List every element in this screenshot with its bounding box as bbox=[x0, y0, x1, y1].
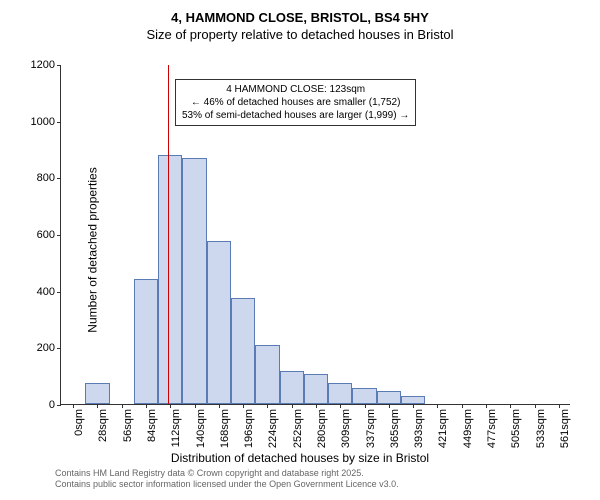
annotation-line: 4 HAMMOND CLOSE: 123sqm bbox=[182, 83, 409, 96]
x-tick-label: 140sqm bbox=[195, 404, 207, 448]
x-tick-mark bbox=[146, 404, 147, 408]
x-tick-mark bbox=[97, 404, 98, 408]
chart-container: 4, HAMMOND CLOSE, BRISTOL, BS4 5HY Size … bbox=[0, 10, 600, 490]
y-tick-mark bbox=[57, 348, 61, 349]
histogram-bar bbox=[401, 396, 425, 405]
footnote: Contains HM Land Registry data © Crown c… bbox=[55, 468, 399, 490]
x-tick-label: 112sqm bbox=[170, 404, 182, 447]
x-tick-mark bbox=[413, 404, 414, 408]
x-tick-label: 56sqm bbox=[122, 404, 134, 442]
x-tick-mark bbox=[462, 404, 463, 408]
y-tick-mark bbox=[57, 405, 61, 406]
x-tick-label: 84sqm bbox=[146, 404, 158, 442]
y-tick-mark bbox=[57, 65, 61, 66]
x-tick-label: 421sqm bbox=[437, 404, 449, 448]
histogram-bar bbox=[231, 298, 255, 404]
x-tick-mark bbox=[292, 404, 293, 408]
x-tick-label: 196sqm bbox=[243, 404, 255, 448]
x-tick-label: 28sqm bbox=[97, 404, 109, 442]
x-tick-mark bbox=[267, 404, 268, 408]
x-tick-mark bbox=[437, 404, 438, 408]
x-tick-label: 533sqm bbox=[535, 404, 547, 448]
histogram-bar bbox=[352, 388, 376, 404]
histogram-bar bbox=[207, 241, 231, 404]
x-tick-mark bbox=[510, 404, 511, 408]
footnote-line1: Contains HM Land Registry data © Crown c… bbox=[55, 468, 399, 479]
x-tick-label: 0sqm bbox=[73, 404, 85, 436]
y-tick-mark bbox=[57, 292, 61, 293]
x-tick-label: 168sqm bbox=[219, 404, 231, 448]
y-tick-mark bbox=[57, 178, 61, 179]
histogram-bar bbox=[85, 383, 109, 404]
x-tick-mark bbox=[340, 404, 341, 408]
chart-title: 4, HAMMOND CLOSE, BRISTOL, BS4 5HY bbox=[0, 10, 600, 25]
x-tick-label: 505sqm bbox=[510, 404, 522, 448]
x-tick-mark bbox=[486, 404, 487, 408]
x-axis-label: Distribution of detached houses by size … bbox=[171, 451, 429, 465]
x-tick-label: 393sqm bbox=[413, 404, 425, 448]
y-tick-mark bbox=[57, 235, 61, 236]
x-tick-mark bbox=[365, 404, 366, 408]
x-tick-label: 477sqm bbox=[486, 404, 498, 448]
histogram-bar bbox=[304, 374, 328, 404]
x-tick-label: 280sqm bbox=[316, 404, 328, 448]
x-tick-mark bbox=[243, 404, 244, 408]
annotation-line: 53% of semi-detached houses are larger (… bbox=[182, 109, 409, 122]
x-tick-mark bbox=[195, 404, 196, 408]
x-tick-mark bbox=[535, 404, 536, 408]
y-tick-mark bbox=[57, 122, 61, 123]
x-tick-label: 365sqm bbox=[389, 404, 401, 448]
x-tick-mark bbox=[389, 404, 390, 408]
histogram-bar bbox=[182, 158, 206, 405]
x-tick-mark bbox=[122, 404, 123, 408]
histogram-bar bbox=[280, 371, 304, 404]
x-tick-label: 224sqm bbox=[267, 404, 279, 448]
x-tick-mark bbox=[219, 404, 220, 408]
chart-subtitle: Size of property relative to detached ho… bbox=[0, 27, 600, 42]
x-tick-mark bbox=[559, 404, 560, 408]
x-tick-label: 561sqm bbox=[559, 404, 571, 448]
plot-area: 0200400600800100012000sqm28sqm56sqm84sqm… bbox=[60, 65, 570, 405]
histogram-bar bbox=[377, 391, 401, 404]
annotation-line: ← 46% of detached houses are smaller (1,… bbox=[182, 96, 409, 109]
x-tick-mark bbox=[170, 404, 171, 408]
x-tick-label: 449sqm bbox=[462, 404, 474, 448]
histogram-bar bbox=[158, 155, 182, 404]
histogram-bar bbox=[134, 279, 158, 404]
histogram-bar bbox=[328, 383, 352, 404]
histogram-bar bbox=[255, 345, 279, 405]
x-tick-label: 309sqm bbox=[340, 404, 352, 448]
x-tick-label: 252sqm bbox=[292, 404, 304, 448]
x-tick-mark bbox=[316, 404, 317, 408]
x-tick-mark bbox=[73, 404, 74, 408]
x-tick-label: 337sqm bbox=[365, 404, 377, 448]
footnote-line2: Contains public sector information licen… bbox=[55, 479, 399, 490]
annotation-box: 4 HAMMOND CLOSE: 123sqm← 46% of detached… bbox=[175, 79, 416, 126]
reference-line bbox=[168, 65, 169, 404]
